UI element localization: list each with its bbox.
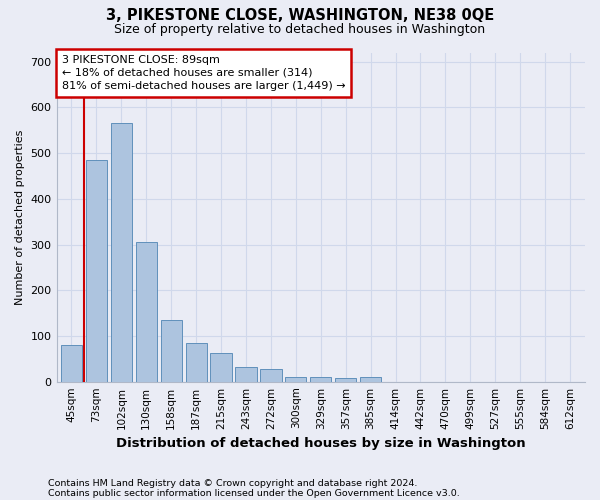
Bar	[335, 378, 356, 382]
X-axis label: Distribution of detached houses by size in Washington: Distribution of detached houses by size …	[116, 437, 526, 450]
Y-axis label: Number of detached properties: Number of detached properties	[15, 130, 25, 305]
Text: Contains HM Land Registry data © Crown copyright and database right 2024.: Contains HM Land Registry data © Crown c…	[48, 478, 418, 488]
Bar	[310, 377, 331, 382]
Bar	[211, 353, 232, 382]
Text: Size of property relative to detached houses in Washington: Size of property relative to detached ho…	[115, 22, 485, 36]
Bar	[260, 370, 281, 382]
Title: 3, PIKESTONE CLOSE, WASHINGTON, NE38 0QE
Size of property relative to detached h: 3, PIKESTONE CLOSE, WASHINGTON, NE38 0QE…	[0, 499, 1, 500]
Bar	[360, 377, 381, 382]
Bar	[86, 160, 107, 382]
Text: 3, PIKESTONE CLOSE, WASHINGTON, NE38 0QE: 3, PIKESTONE CLOSE, WASHINGTON, NE38 0QE	[106, 8, 494, 22]
Bar	[61, 345, 82, 382]
Bar	[285, 377, 307, 382]
Bar	[161, 320, 182, 382]
Bar	[136, 242, 157, 382]
Text: Contains public sector information licensed under the Open Government Licence v3: Contains public sector information licen…	[48, 488, 460, 498]
Text: 3 PIKESTONE CLOSE: 89sqm
← 18% of detached houses are smaller (314)
81% of semi-: 3 PIKESTONE CLOSE: 89sqm ← 18% of detach…	[62, 55, 345, 91]
Bar	[185, 343, 207, 382]
Bar	[235, 366, 257, 382]
Bar	[111, 124, 132, 382]
